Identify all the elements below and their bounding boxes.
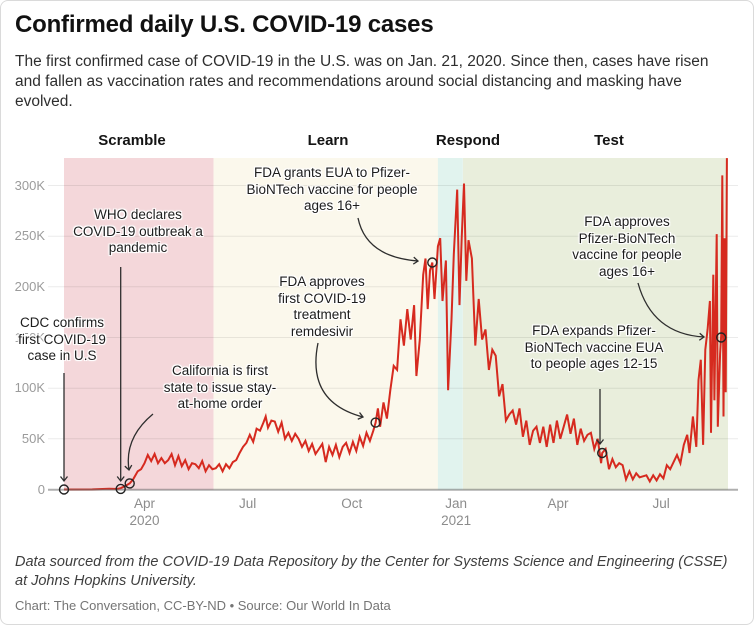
y-axis-tick-250k: 250K [14, 228, 45, 244]
daily-cases-path [63, 158, 728, 491]
marker-approves-16 [716, 332, 727, 343]
data-source-note: Data sourced from the COVID-19 Data Repo… [15, 554, 728, 589]
x-tick-month: Jan [445, 496, 467, 511]
y-axis-tick-150k: 150K [14, 329, 45, 345]
x-tick-month: Jul [652, 496, 670, 511]
marker-expands-12-15 [597, 447, 608, 459]
phase-label-test: Test [594, 132, 624, 149]
marker-who [115, 483, 126, 495]
annotation-fda-remdesivir: FDA approves first COVID-19 treatment re… [278, 274, 366, 339]
annotation-california-stay-at-home: California is first state to issue stay-… [163, 363, 277, 411]
x-axis-tick-jul: Jul [652, 495, 669, 512]
arrow-california [124, 413, 154, 472]
phase-band-test [462, 158, 728, 490]
arrow-remdesivir [315, 342, 365, 420]
annotation-fda-expands-12-15: FDA expands Pfizer- BioNTech vaccine EUA… [524, 323, 664, 371]
chart-credit: Chart: The Conversation, CC-BY-ND • Sour… [15, 598, 391, 613]
phase-label-learn: Learn [307, 132, 349, 149]
x-axis-tick-apr: Apr [547, 495, 568, 512]
gridlines [48, 185, 738, 440]
annotation-cdc-first-case: CDC confirms first COVID-19 case in U.S [18, 315, 106, 363]
phase-band-scramble [64, 158, 214, 490]
page-title: Confirmed daily U.S. COVID-19 cases [15, 11, 434, 38]
x-axis-tick-oct: Oct [341, 495, 362, 512]
y-axis-tick-300k: 300K [14, 177, 45, 193]
annotation-fda-grants-eua: FDA grants EUA to Pfizer- BioNTech vacci… [246, 165, 418, 213]
x-tick-year: 2021 [441, 513, 472, 528]
y-axis-tick-100k: 100K [14, 380, 45, 396]
x-tick-month: Jul [238, 496, 257, 511]
x-tick-month: Apr [133, 496, 156, 511]
marker-grants-eua [427, 257, 438, 268]
chart-subtitle: The first confirmed case of COVID-19 in … [15, 53, 709, 110]
x-axis-tick-apr-2020: Apr 2020 [129, 495, 159, 529]
x-tick-month: Oct [341, 496, 363, 511]
marker-california [124, 478, 135, 489]
y-axis-tick-200k: 200K [14, 278, 45, 294]
marker-remdesivir [370, 417, 381, 428]
x-axis-tick-jan-2021: Jan 2021 [441, 495, 471, 529]
phase-label-respond: Respond [435, 132, 501, 149]
marker-cdc [58, 484, 70, 495]
y-axis-tick-50k: 50K [21, 430, 45, 446]
annotation-fda-approves-16: FDA approves Pfizer-BioNTech vaccine for… [572, 214, 682, 279]
y-axis-tick-0: 0 [37, 481, 45, 497]
x-tick-year: 2020 [129, 513, 160, 528]
arrow-approves-16 [637, 282, 706, 341]
cases-line-series [63, 158, 728, 491]
annotation-who-pandemic: WHO declares COVID-19 outbreak a pandemi… [73, 207, 203, 255]
arrow-grants-eua [357, 217, 420, 265]
x-tick-month: Apr [547, 496, 569, 511]
annotation-arrows [59, 217, 706, 483]
annotation-point-markers [58, 257, 727, 495]
phase-label-scramble: Scramble [98, 132, 166, 149]
x-axis-tick-jul: Jul [239, 495, 256, 512]
